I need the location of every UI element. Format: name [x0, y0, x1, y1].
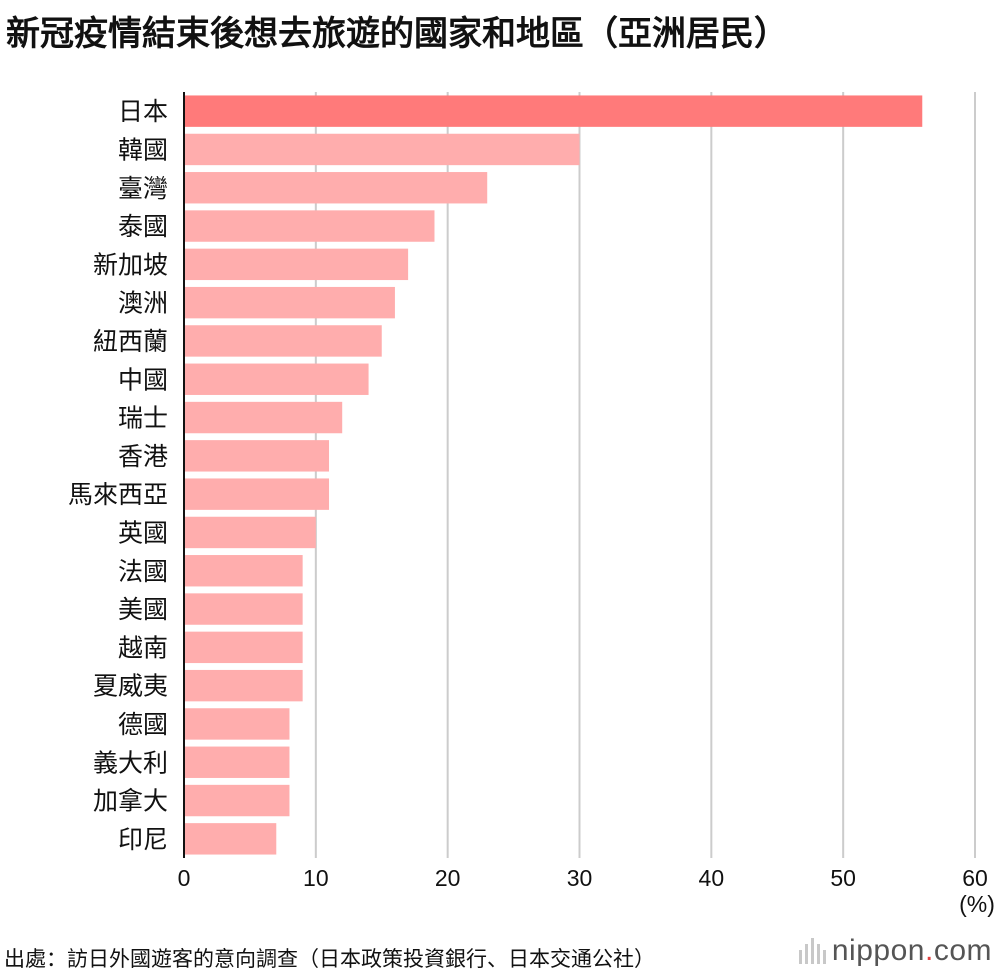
source-note: 出處：訪日外國遊客的意向調查（日本政策投資銀行、日本交通公社） — [4, 947, 655, 971]
bar-17 — [184, 746, 290, 778]
bar-12 — [184, 555, 303, 587]
x-tick-label-60: 60 — [962, 865, 988, 891]
bar-14 — [184, 631, 303, 664]
bar-10 — [184, 478, 330, 510]
chart-title: 新冠疫情結束後想去旅遊的國家和地區（亞洲居民） — [6, 14, 788, 54]
category-label-0: 日本 — [118, 97, 168, 126]
bar-5 — [184, 286, 395, 319]
logo-bars-icon — [798, 938, 826, 964]
bar-1 — [184, 133, 580, 166]
bar-18 — [184, 784, 290, 817]
x-tick-label-30: 30 — [567, 865, 593, 891]
category-label-14: 越南 — [118, 633, 168, 662]
bar-9 — [184, 440, 330, 472]
bar-19 — [184, 823, 277, 855]
category-label-12: 法國 — [118, 557, 168, 586]
category-label-5: 澳洲 — [118, 289, 168, 318]
bar-6 — [184, 325, 382, 357]
nippon-logo: nippon.com — [798, 934, 992, 968]
logo-text: nippon.com — [831, 934, 992, 967]
bar-13 — [184, 593, 303, 625]
category-label-17: 義大利 — [93, 748, 168, 777]
category-label-3: 泰國 — [118, 212, 168, 241]
category-label-16: 德國 — [118, 710, 168, 739]
category-label-18: 加拿大 — [93, 787, 168, 816]
x-tick-label-0: 0 — [178, 865, 191, 891]
category-label-4: 新加坡 — [93, 250, 168, 279]
bar-15 — [184, 669, 303, 702]
bar-16 — [184, 708, 290, 740]
bar-7 — [184, 363, 369, 395]
bar-11 — [184, 516, 316, 549]
category-label-19: 印尼 — [118, 825, 168, 854]
x-tick-label-10: 10 — [303, 865, 329, 891]
category-label-8: 瑞士 — [118, 404, 168, 433]
bar-0 — [184, 95, 923, 127]
category-label-9: 香港 — [118, 442, 168, 471]
category-label-2: 臺灣 — [118, 174, 168, 203]
x-tick-label-20: 20 — [435, 865, 461, 891]
bar-4 — [184, 248, 409, 281]
category-label-10: 馬來西亞 — [68, 480, 168, 509]
category-label-15: 夏威夷 — [93, 672, 168, 701]
category-label-13: 美國 — [118, 595, 168, 624]
category-label-1: 韓國 — [118, 135, 168, 164]
category-label-11: 英國 — [118, 518, 168, 547]
bar-3 — [184, 210, 435, 242]
category-label-6: 紐西蘭 — [93, 327, 168, 356]
bar-2 — [184, 172, 488, 204]
x-tick-label-40: 40 — [699, 865, 725, 891]
x-tick-label-50: 50 — [830, 865, 856, 891]
unit-label: (%) — [959, 891, 995, 917]
category-label-7: 中國 — [118, 365, 168, 394]
bar-8 — [184, 401, 343, 434]
